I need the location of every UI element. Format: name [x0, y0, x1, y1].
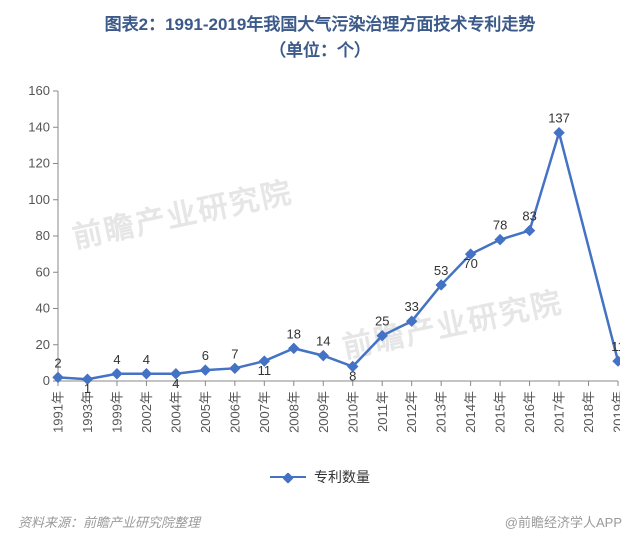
svg-text:140: 140: [28, 119, 50, 134]
svg-text:1: 1: [84, 381, 91, 396]
svg-text:78: 78: [493, 218, 507, 233]
svg-text:2002年: 2002年: [139, 391, 154, 433]
svg-text:2019年: 2019年: [611, 391, 620, 433]
svg-text:2016年: 2016年: [522, 391, 537, 433]
svg-text:53: 53: [434, 263, 448, 278]
title-line-2: （单位：个）: [0, 38, 640, 64]
legend-label: 专利数量: [314, 467, 370, 487]
svg-text:2: 2: [54, 355, 61, 370]
svg-text:160: 160: [28, 83, 50, 98]
svg-text:80: 80: [36, 228, 50, 243]
svg-text:120: 120: [28, 156, 50, 171]
svg-text:7: 7: [231, 346, 238, 361]
svg-text:25: 25: [375, 314, 389, 329]
svg-text:100: 100: [28, 192, 50, 207]
svg-text:4: 4: [113, 352, 120, 367]
svg-text:83: 83: [522, 209, 536, 224]
svg-text:2011年: 2011年: [375, 391, 390, 432]
svg-text:4: 4: [143, 352, 150, 367]
svg-text:2009年: 2009年: [316, 391, 331, 433]
title-line-1: 图表2：1991-2019年我国大气污染治理方面技术专利走势: [0, 12, 640, 38]
svg-text:2018年: 2018年: [581, 391, 596, 433]
chart-title: 图表2：1991-2019年我国大气污染治理方面技术专利走势 （单位：个）: [0, 0, 640, 63]
svg-text:2014年: 2014年: [463, 391, 478, 433]
source-text: 资料来源：前瞻产业研究院整理: [18, 512, 200, 531]
svg-text:1991年: 1991年: [51, 391, 66, 433]
svg-text:40: 40: [36, 301, 50, 316]
svg-text:11: 11: [258, 363, 272, 378]
svg-text:11: 11: [611, 339, 620, 354]
legend: 专利数量: [0, 467, 640, 487]
svg-text:18: 18: [287, 326, 301, 341]
svg-text:2008年: 2008年: [286, 391, 301, 433]
svg-text:137: 137: [548, 111, 570, 126]
svg-text:1993年: 1993年: [80, 391, 95, 433]
svg-text:2004年: 2004年: [168, 391, 183, 433]
svg-text:2010年: 2010年: [345, 391, 360, 433]
svg-text:2005年: 2005年: [198, 391, 213, 433]
chart-area: 0 20 40 60 80 100 120 140 160 1991年 1993年 1999年 2002…: [20, 81, 620, 461]
svg-text:8: 8: [349, 369, 356, 384]
svg-text:4: 4: [172, 376, 179, 391]
svg-text:2013年: 2013年: [434, 391, 449, 433]
footer: 资料来源：前瞻产业研究院整理 @前瞻经济学人APP: [18, 512, 622, 531]
line-chart-svg: 0 20 40 60 80 100 120 140 160 1991年 1993年 1999年 2002…: [20, 81, 620, 461]
svg-text:33: 33: [404, 299, 418, 314]
svg-text:2012年: 2012年: [404, 391, 419, 433]
svg-text:2007年: 2007年: [257, 391, 272, 433]
svg-text:60: 60: [36, 264, 50, 279]
svg-text:6: 6: [202, 348, 209, 363]
svg-text:70: 70: [463, 256, 477, 271]
svg-text:14: 14: [316, 334, 330, 349]
svg-text:2015年: 2015年: [493, 391, 508, 433]
svg-text:1999年: 1999年: [109, 391, 124, 433]
svg-text:0: 0: [43, 373, 50, 388]
svg-text:2017年: 2017年: [552, 391, 567, 433]
legend-marker: [270, 476, 306, 478]
svg-text:20: 20: [36, 337, 50, 352]
svg-text:2006年: 2006年: [227, 391, 242, 433]
attribution-text: @前瞻经济学人APP: [505, 512, 622, 531]
